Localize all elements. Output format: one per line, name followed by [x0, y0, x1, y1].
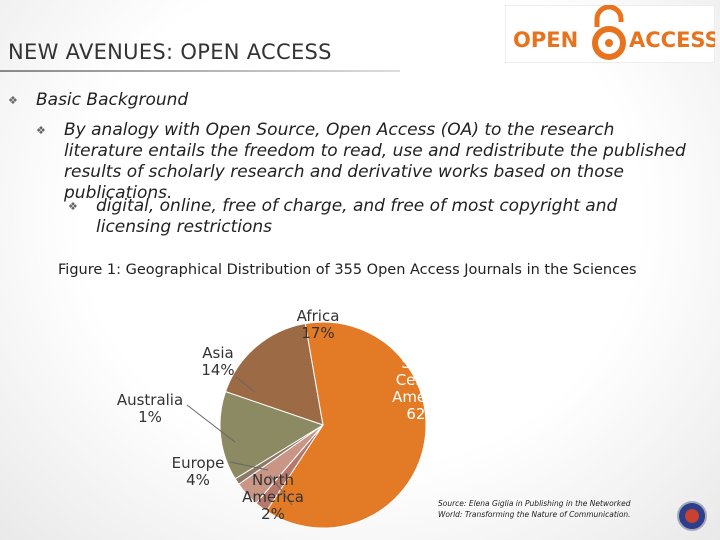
leader-line	[186, 404, 236, 443]
pie-slice	[219, 391, 325, 480]
leader-line	[229, 461, 269, 471]
logo: OPEN ACCESS	[505, 5, 715, 63]
leader-line	[235, 376, 256, 393]
slice-label: South Central America 62%	[383, 355, 463, 423]
pie-slice	[265, 321, 427, 529]
value-label: 2%	[261, 505, 285, 523]
logo-text: ACCESS	[629, 28, 715, 52]
category-label: Europe	[171, 454, 225, 472]
emblem	[677, 501, 707, 531]
category-label: Australia	[116, 391, 184, 409]
slice-label: Europe 4%	[168, 455, 228, 489]
leader-line	[269, 474, 293, 506]
category-label: South Central America	[392, 354, 454, 406]
value-label: 17%	[301, 324, 335, 342]
category-label: Africa	[296, 307, 340, 325]
value-label: 62%	[406, 405, 440, 423]
value-label: 14%	[201, 361, 235, 379]
bullet: By analogy with Open Source, Open Access…	[36, 120, 694, 204]
slice-label: Asia 14%	[188, 345, 248, 379]
title-rule	[0, 70, 400, 72]
value-label: 4%	[186, 471, 210, 489]
slice-label: North America 2%	[238, 472, 308, 523]
value-label: 1%	[138, 408, 162, 426]
bullet: Basic Background	[8, 90, 636, 111]
figure-title: Figure 1: Geographical Distribution of 3…	[58, 262, 637, 278]
slice-label: Africa 17%	[283, 308, 353, 342]
logo-text: OPEN	[513, 28, 578, 52]
category-label: Asia	[202, 344, 234, 362]
slice-label: Australia 1%	[115, 392, 185, 426]
bullet: digital, online, free of charge, and fre…	[68, 196, 696, 238]
slide-title: NEW AVENUES: OPEN ACCESS	[8, 40, 332, 64]
category-label: North America	[242, 471, 304, 506]
source-note: Source: Elena Giglia in Publishing in th…	[438, 499, 631, 519]
